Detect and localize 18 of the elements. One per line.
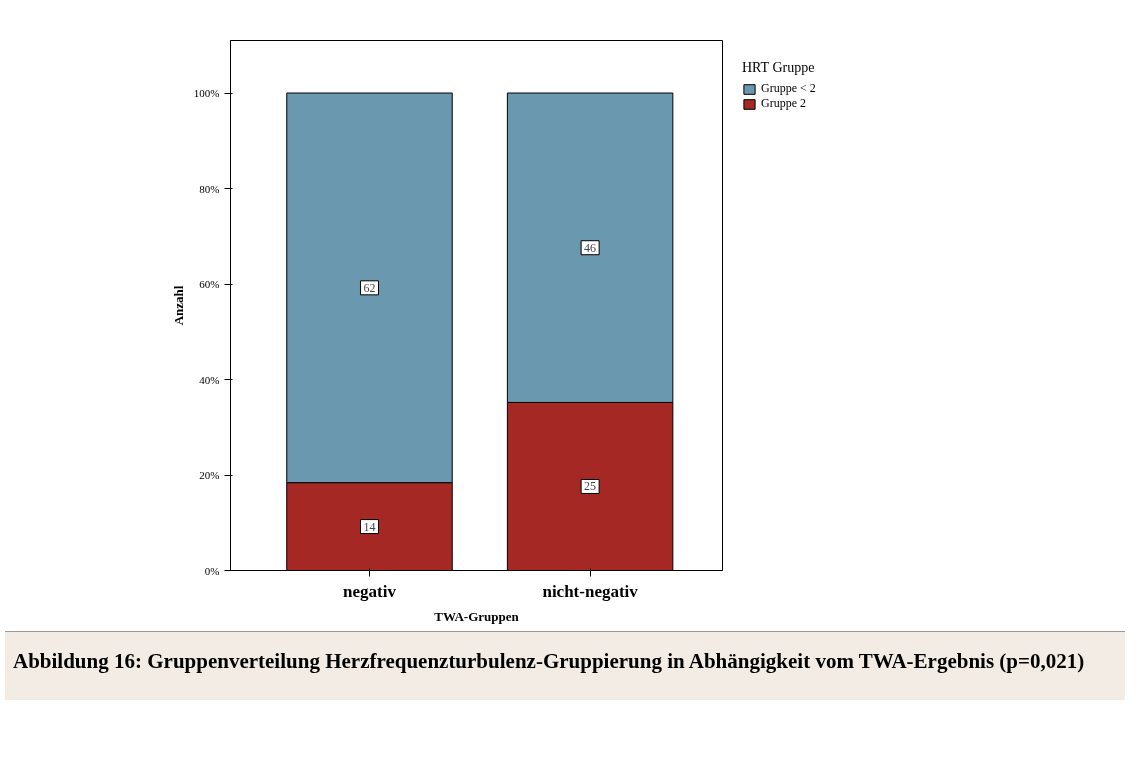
x-axis-title: TWA-Gruppen: [434, 608, 520, 624]
annotation: 46: [584, 240, 597, 255]
annotation: 25: [584, 479, 597, 494]
y-tick-label: 40%: [199, 373, 220, 386]
y-tick-label: 20%: [199, 469, 220, 481]
y-tick-label: 60%: [199, 278, 220, 291]
legend-title: HRT Gruppe: [742, 60, 816, 76]
text: Abbildung 16: Gruppenverteilung Herzfrequenzturbulenz-Gruppierung in Abhängigkeit vom TWA-Ergebnis (p=0,021): [13, 648, 1085, 675]
annotation: 62: [363, 280, 376, 295]
x-tick-label: nicht-negativ: [542, 581, 639, 601]
y-tick-label: 100%: [193, 87, 220, 100]
y-axis-title: Anzahl: [170, 285, 186, 326]
y-tick-label: 80%: [199, 182, 220, 195]
annotation: 14: [363, 519, 376, 534]
x-tick-label: negativ: [343, 581, 397, 601]
y-tick-label: 0%: [204, 564, 220, 577]
legend-label: Gruppe < 2: [761, 81, 816, 96]
legend-label: Gruppe 2: [761, 96, 806, 111]
